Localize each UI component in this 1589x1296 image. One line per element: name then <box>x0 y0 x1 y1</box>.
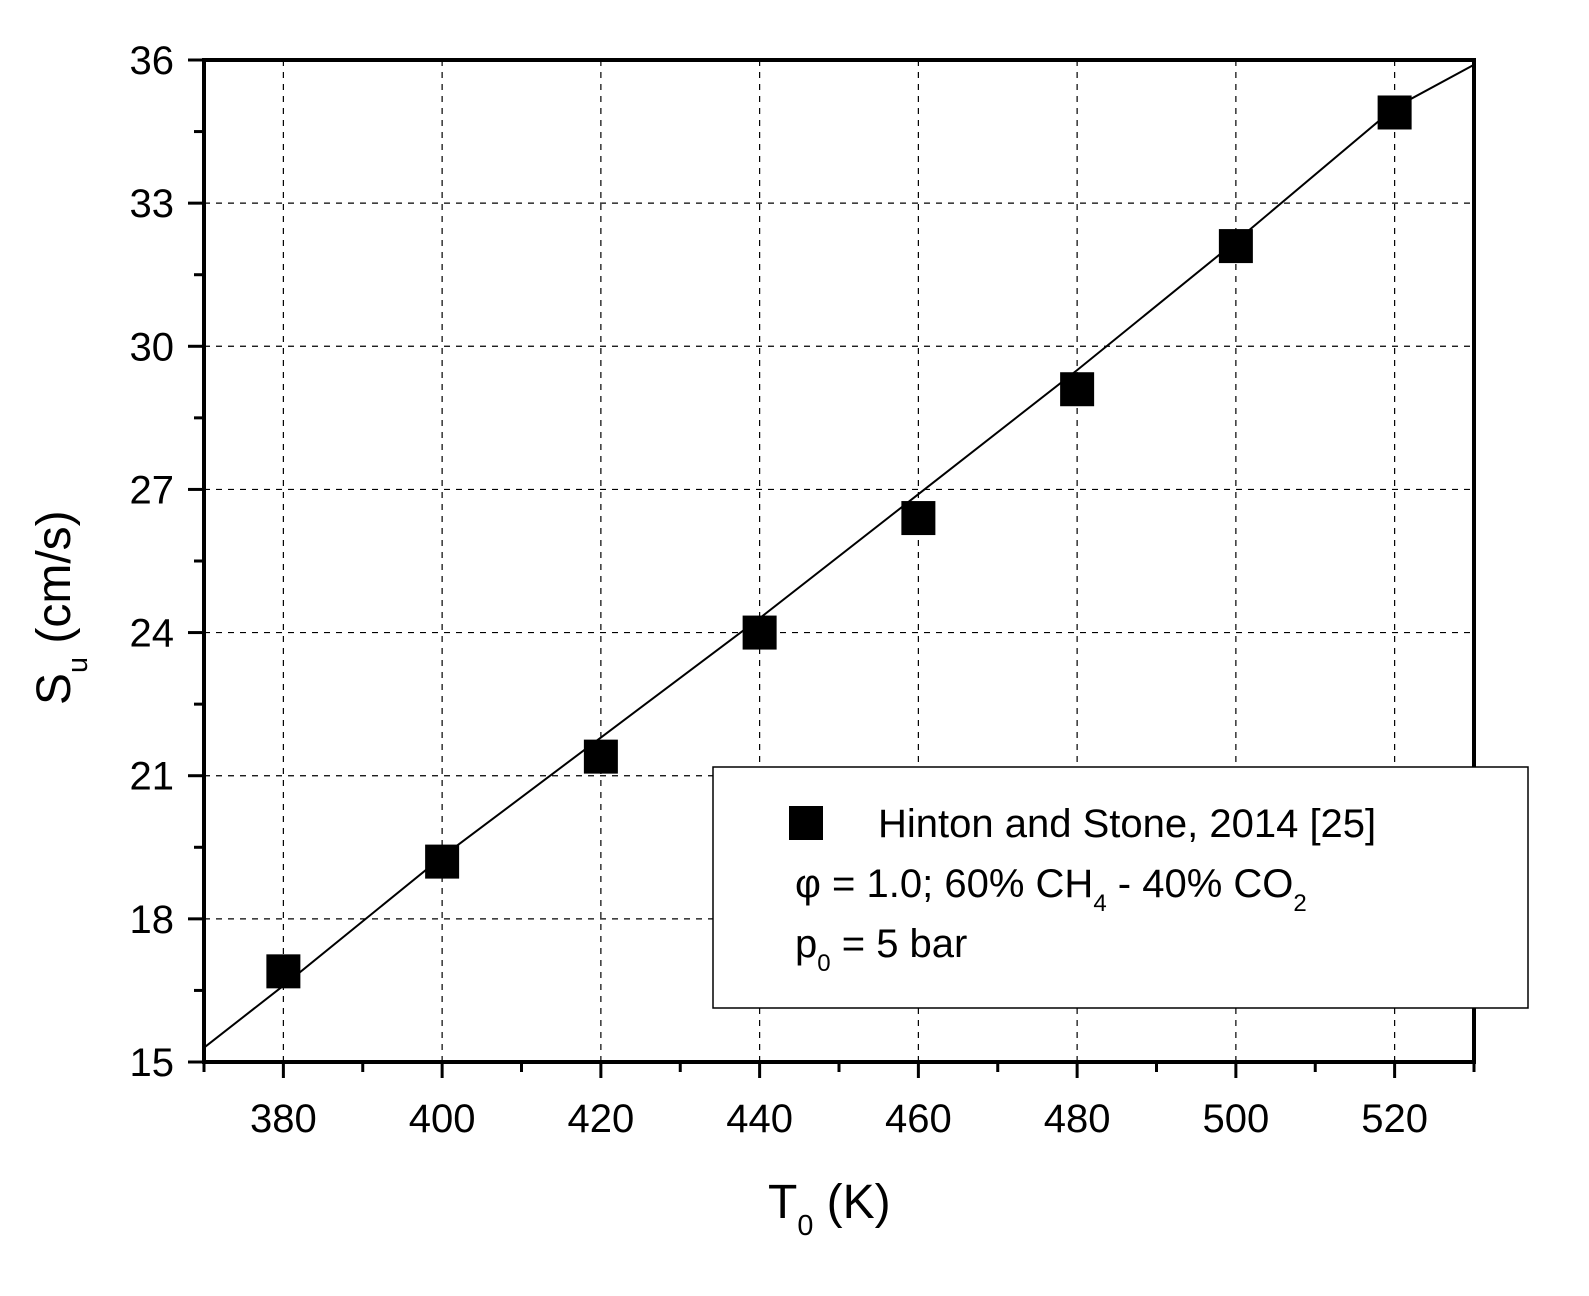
legend-note: φ = 1.0; 60% CH4 - 40% CO2 <box>795 862 1307 917</box>
marker <box>1060 372 1095 407</box>
y-tick-label: 36 <box>130 39 175 83</box>
text-part: p <box>795 922 817 966</box>
y-tick-label: 24 <box>130 612 175 656</box>
text-part: (cm/s) <box>28 510 81 657</box>
text-part: = 5 bar <box>831 922 968 966</box>
x-tick-label: 460 <box>885 1097 952 1141</box>
text-part: - 40% CO <box>1107 862 1294 906</box>
x-tick-label: 520 <box>1361 1097 1428 1141</box>
y-tick-label: 18 <box>130 898 175 942</box>
y-tick-label: 30 <box>130 325 175 369</box>
subscript: u <box>62 657 94 673</box>
x-tick-label: 440 <box>726 1097 793 1141</box>
subscript: 2 <box>1293 890 1306 917</box>
x-tick-label: 500 <box>1203 1097 1270 1141</box>
subscript: 0 <box>797 1210 813 1242</box>
marker <box>425 844 460 879</box>
marker <box>1218 229 1253 264</box>
marker <box>583 739 618 774</box>
text-part: φ = 1.0; 60% CH <box>795 862 1093 906</box>
marker <box>742 615 777 650</box>
x-tick-label: 380 <box>250 1097 317 1141</box>
y-tick-label: 15 <box>130 1041 175 1085</box>
y-axis-label: Su (cm/s) <box>28 510 94 705</box>
subscript: 0 <box>817 950 830 977</box>
legend-marker <box>789 806 823 840</box>
legend-note: p0 = 5 bar <box>795 922 967 977</box>
legend-box <box>712 766 1529 1009</box>
x-tick-label: 420 <box>568 1097 635 1141</box>
y-tick-label: 27 <box>130 468 175 512</box>
legend-label: Hinton and Stone, 2014 [25] <box>878 802 1376 846</box>
x-tick-label: 480 <box>1044 1097 1111 1141</box>
fit-line <box>203 63 1475 1049</box>
text-part: S <box>28 673 81 705</box>
y-tick-label: 21 <box>130 755 175 799</box>
y-tick-label: 33 <box>130 182 175 226</box>
x-tick-label: 400 <box>409 1097 476 1141</box>
text-part: (K) <box>813 1176 890 1229</box>
x-axis-label: T0 (K) <box>768 1176 891 1242</box>
marker <box>266 954 301 989</box>
text-part: T <box>768 1176 797 1229</box>
subscript: 4 <box>1093 890 1106 917</box>
marker <box>901 501 936 536</box>
plot-frame <box>202 58 1476 1064</box>
